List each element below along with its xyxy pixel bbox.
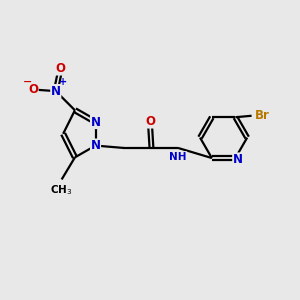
Text: Br: Br — [255, 109, 270, 122]
Text: CH$_3$: CH$_3$ — [50, 183, 73, 197]
Text: N: N — [51, 85, 61, 98]
Text: N: N — [233, 153, 243, 166]
Text: N: N — [91, 116, 100, 128]
Text: O: O — [55, 62, 65, 75]
Text: O: O — [145, 115, 155, 128]
Text: +: + — [59, 77, 67, 87]
Text: NH: NH — [169, 152, 187, 162]
Text: O: O — [28, 83, 38, 96]
Text: −: − — [22, 76, 32, 86]
Text: N: N — [91, 139, 100, 152]
